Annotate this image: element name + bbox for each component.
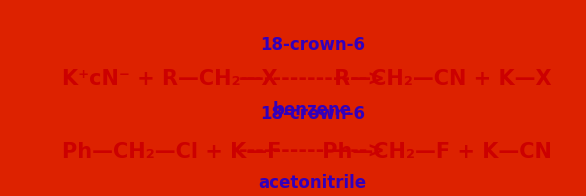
Text: 18-crown-6: 18-crown-6 bbox=[260, 36, 364, 54]
Text: acetonitrile: acetonitrile bbox=[258, 174, 366, 192]
Text: K⁺cN⁻ + R—CH₂—X: K⁺cN⁻ + R—CH₂—X bbox=[62, 69, 277, 89]
Text: benzene: benzene bbox=[272, 101, 352, 119]
Text: Ph—CH₂—Cl + K—F: Ph—CH₂—Cl + K—F bbox=[62, 142, 281, 162]
Text: R—CH₂—CN + K—X: R—CH₂—CN + K—X bbox=[327, 69, 552, 89]
Text: --------------->: ---------------> bbox=[239, 142, 386, 162]
Text: Ph—CH₂—F + K—CN: Ph—CH₂—F + K—CN bbox=[315, 142, 552, 162]
Text: --------------->: ---------------> bbox=[239, 69, 386, 89]
Text: 18-crown-6: 18-crown-6 bbox=[260, 105, 364, 123]
